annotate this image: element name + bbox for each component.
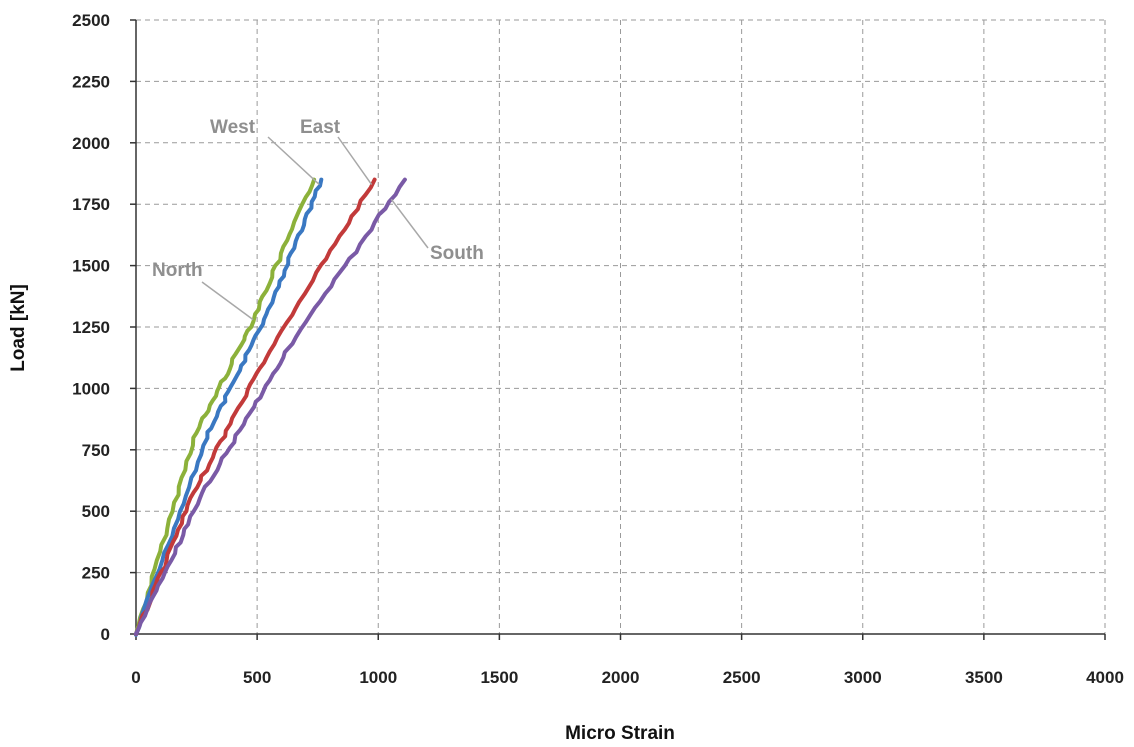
x-tick-label-3000: 3000 [844,668,882,687]
x-tick-label-3500: 3500 [965,668,1003,687]
x-tick-label-1500: 1500 [480,668,518,687]
annotations: West East North South [152,117,484,281]
x-tick-label-2500: 2500 [723,668,761,687]
grid [136,19,1106,634]
annotation-leader-north [201,281,254,321]
y-tick-label-250: 250 [82,564,110,583]
y-tick-label-2500: 2500 [72,11,110,30]
annotation-leader-south [390,198,429,249]
annotation-label-east: East [300,117,341,138]
axes [130,19,1106,640]
x-tick-label-4000: 4000 [1086,668,1124,687]
x-tick-labels: 0 500 1000 1500 2000 2500 3000 3500 4000 [131,668,1124,687]
y-tick-label-0: 0 [101,625,110,644]
annotation-label-west: West [210,117,256,138]
x-tick-label-2000: 2000 [602,668,640,687]
series-lines [134,177,407,637]
x-tick-label-1000: 1000 [359,668,397,687]
y-tick-label-2250: 2250 [72,72,110,91]
y-tick-labels: 0 250 500 750 1000 1250 1500 1750 2000 2250 2500 [72,11,110,644]
y-tick-label-500: 500 [82,502,110,521]
x-tick-label-0: 0 [131,668,140,687]
annotation-leaders [201,136,429,321]
y-tick-label-1500: 1500 [72,257,110,276]
series-line-west [134,177,324,637]
annotation-leader-east [337,136,373,185]
series-line-east [134,177,377,637]
x-axis-title: Micro Strain [565,723,675,744]
y-tick-label-1250: 1250 [72,318,110,337]
series-line-north [134,177,317,636]
annotation-label-north: North [152,260,203,281]
x-tick-label-500: 500 [243,668,271,687]
y-tick-label-750: 750 [82,441,110,460]
y-axis-title: Load [kN] [8,284,29,372]
series-line-south [134,177,407,636]
annotation-leader-west [267,136,320,186]
y-tick-label-2000: 2000 [72,134,110,153]
y-tick-label-1000: 1000 [72,379,110,398]
annotation-label-south: South [430,243,484,264]
y-tick-label-1750: 1750 [72,195,110,214]
